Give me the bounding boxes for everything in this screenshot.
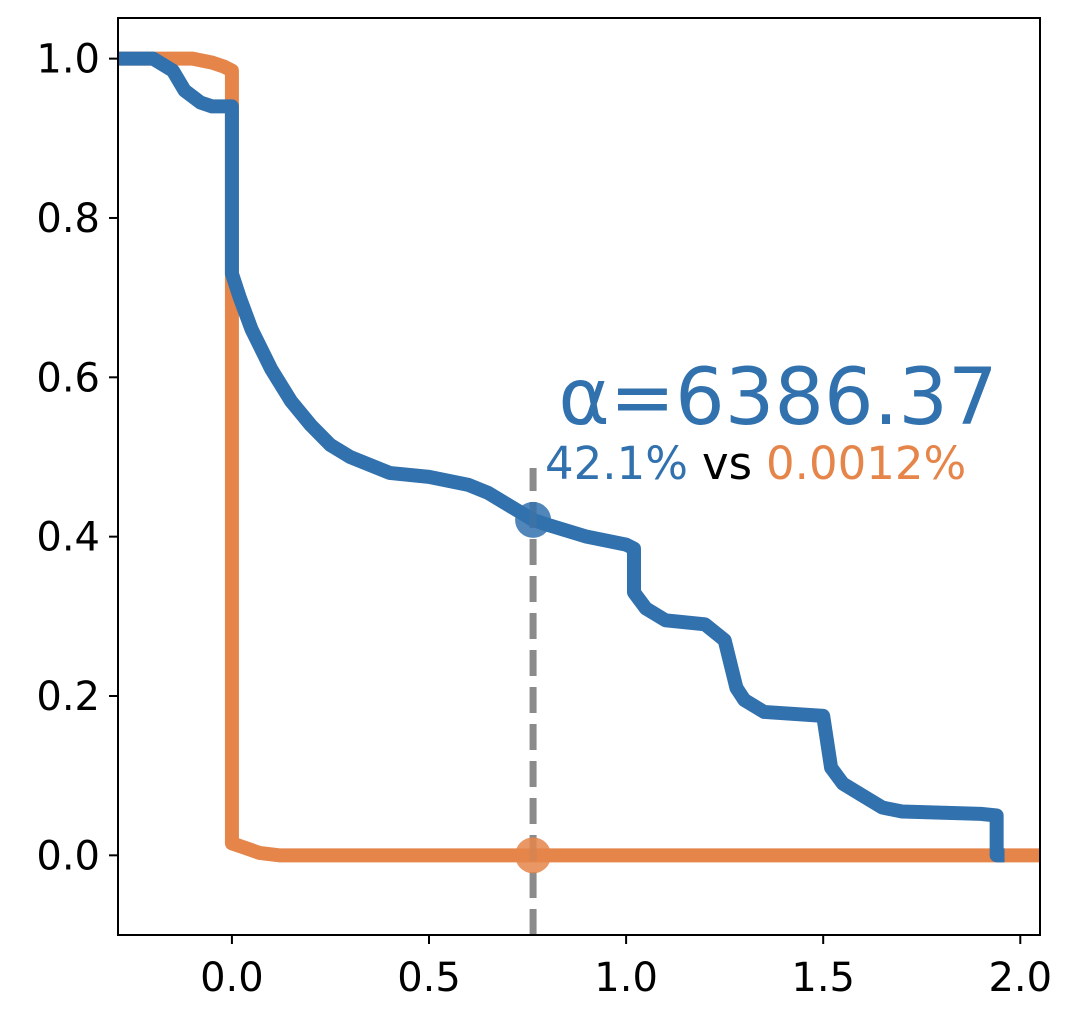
marker <box>515 501 552 538</box>
marker <box>515 837 552 874</box>
series-line <box>118 51 1040 863</box>
y-tick-label: 0.0 <box>36 833 100 879</box>
x-tick-label: 0.5 <box>397 955 461 1001</box>
annotation-part: vs <box>702 437 752 490</box>
y-tick-label: 0.2 <box>36 674 100 720</box>
plot-frame <box>117 17 1041 936</box>
y-tick-label: 0.4 <box>36 515 100 561</box>
x-tick-label: 2.0 <box>988 955 1052 1001</box>
plot-area <box>118 51 1040 935</box>
annotation-subtitle: 42.1% vs 0.0012% <box>545 437 966 490</box>
x-tick-label: 1.5 <box>791 955 855 1001</box>
y-tick-label: 1.0 <box>36 37 100 83</box>
y-tick-label: 0.6 <box>36 355 100 401</box>
y-tick-label: 0.8 <box>36 196 100 242</box>
x-tick-label: 1.0 <box>594 955 658 1001</box>
x-tick-label: 0.0 <box>200 955 264 1001</box>
annotation-part: 42.1% <box>545 437 688 490</box>
annotation-title: α=6386.37 <box>558 353 997 443</box>
annotation-part: 0.0012% <box>766 437 966 490</box>
